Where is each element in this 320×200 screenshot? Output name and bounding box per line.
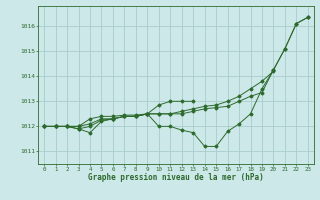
X-axis label: Graphe pression niveau de la mer (hPa): Graphe pression niveau de la mer (hPa) <box>88 173 264 182</box>
